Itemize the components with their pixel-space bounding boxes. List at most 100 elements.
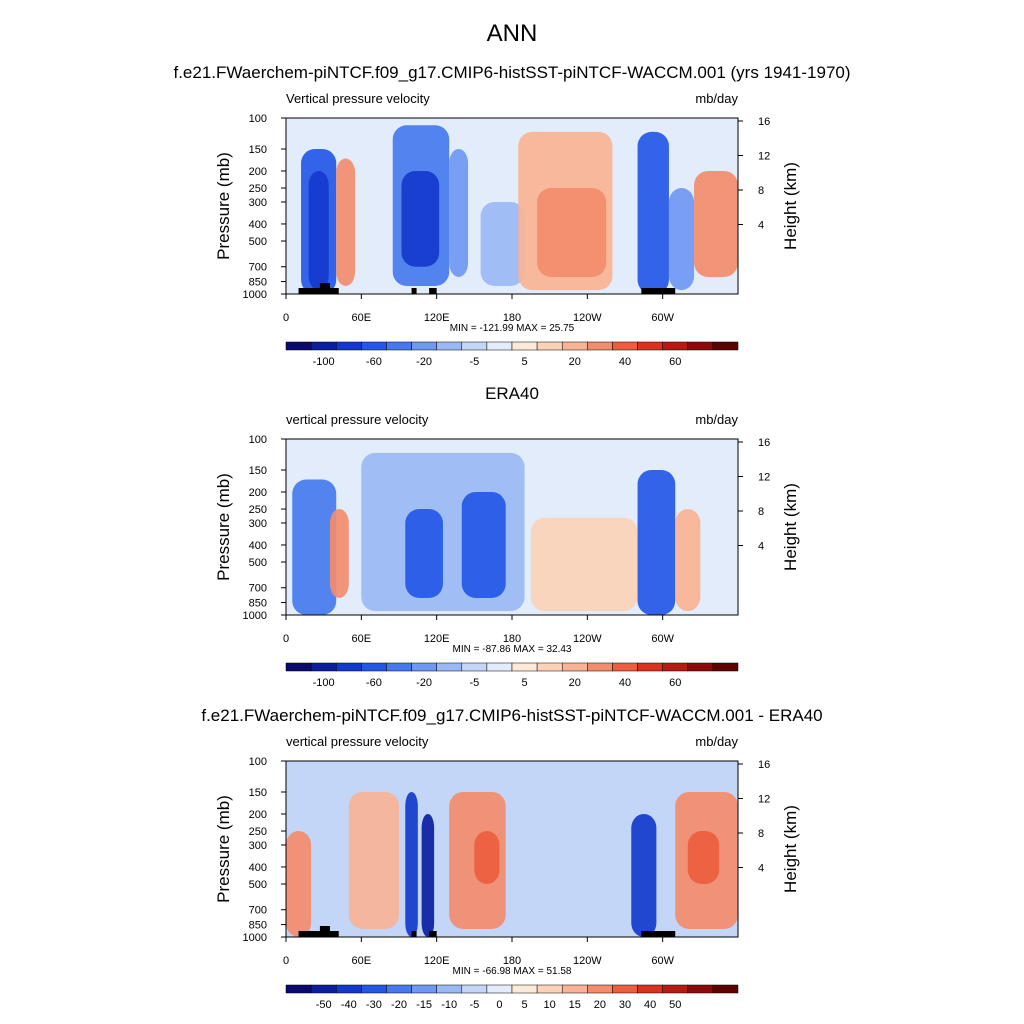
colorbar-swatch	[335, 662, 362, 672]
colorbar-label: 40	[619, 356, 631, 368]
y-axis-label: Pressure (mb)	[214, 152, 233, 260]
main-title: ANN	[486, 20, 538, 47]
colorbar-swatch	[461, 662, 488, 672]
colorbar-label: 10	[544, 999, 556, 1011]
field-region	[405, 791, 418, 937]
y-tick-label: 1000	[243, 932, 267, 944]
colorbar-label: -100	[313, 677, 335, 689]
panel-3-title: f.e21.FWaerchem-piNTCF.f09_g17.CMIP6-his…	[201, 706, 823, 725]
x-tick-label: 120W	[573, 955, 602, 967]
colorbar-swatch	[561, 341, 588, 351]
colorbar-swatch	[310, 341, 337, 351]
colorbar-swatch	[536, 984, 563, 994]
colorbar-label: 20	[569, 677, 581, 689]
colorbar-swatch	[486, 984, 513, 994]
x-tick-label: 0	[283, 955, 289, 967]
y-tick-label: 200	[249, 166, 267, 178]
colorbar-swatch	[361, 341, 387, 351]
colorbar-swatch	[486, 662, 513, 672]
colorbar-label: -5	[469, 356, 479, 368]
colorbar-label: 40	[644, 999, 656, 1011]
field-region	[461, 491, 506, 598]
colorbar-swatch	[285, 341, 312, 351]
colorbar-swatch	[436, 341, 463, 351]
colorbar-swatch	[511, 341, 538, 351]
colorbar-swatch	[637, 341, 663, 351]
x-tick-label: 60E	[352, 312, 372, 324]
y-axis-label: Pressure (mb)	[214, 795, 233, 903]
colorbar-label: -40	[341, 999, 357, 1011]
y-axis-label: Pressure (mb)	[214, 473, 233, 581]
colorbar-swatch	[561, 662, 588, 672]
y2-tick-label: 16	[758, 759, 770, 771]
colorbar-label: -100	[313, 356, 335, 368]
x-tick-label: 60W	[651, 633, 674, 645]
x-tick-label: 60W	[651, 312, 674, 324]
colorbar-swatch	[335, 984, 362, 994]
y2-tick-label: 8	[758, 828, 764, 840]
units-label: mb/day	[695, 91, 738, 106]
field-region	[687, 831, 720, 885]
y2-tick-label: 12	[758, 151, 770, 163]
field-region	[668, 188, 695, 291]
y-tick-label: 100	[249, 434, 267, 446]
field-region	[474, 831, 500, 885]
colorbar-swatch	[536, 662, 563, 672]
min-max-stats: MIN = -66.98 MAX = 51.58	[453, 966, 572, 977]
y-tick-label: 300	[249, 518, 267, 530]
y-tick-label: 150	[249, 787, 267, 799]
colorbar-label: -5	[469, 999, 479, 1011]
x-tick-label: 60W	[651, 955, 674, 967]
colorbar-swatch	[411, 984, 437, 994]
colorbar-label: -5	[469, 677, 479, 689]
x-tick-label: 0	[283, 633, 289, 645]
colorbar-swatch	[536, 341, 563, 351]
topography-block	[641, 288, 676, 294]
colorbar-swatch	[662, 662, 689, 672]
min-max-stats: MIN = -87.86 MAX = 32.43	[453, 644, 572, 655]
x-tick-label: 0	[283, 312, 289, 324]
topography-block	[429, 931, 437, 937]
y-tick-label: 200	[249, 487, 267, 499]
x-tick-label: 120E	[424, 633, 450, 645]
colorbar-label: 20	[594, 999, 606, 1011]
y-tick-label: 300	[249, 197, 267, 209]
y-tick-label: 850	[249, 920, 267, 932]
colorbar-swatch	[310, 984, 337, 994]
x-tick-label: 180	[503, 633, 521, 645]
x-tick-label: 180	[503, 955, 521, 967]
panel-2-title: ERA40	[485, 384, 539, 403]
colorbar-swatch	[386, 341, 412, 351]
y-tick-label: 1000	[243, 289, 267, 301]
colorbar-label: 5	[521, 999, 527, 1011]
colorbar-swatch	[587, 984, 613, 994]
x-tick-label: 120E	[424, 955, 450, 967]
y-tick-label: 400	[249, 540, 267, 552]
colorbar: -50 -40 -30 -20 -15 -10 -5 0 5 10 15 20 30 40 50	[285, 984, 739, 1011]
colorbar-label: -20	[416, 356, 432, 368]
colorbar-swatch	[310, 662, 337, 672]
colorbar-label: -50	[316, 999, 332, 1011]
colorbar-label: 50	[669, 999, 681, 1011]
topography-block	[298, 931, 339, 937]
colorbar: -100 -60 -20 -5 5 20 40 60	[285, 662, 739, 689]
colorbar-swatch	[687, 662, 714, 672]
y-tick-label: 700	[249, 905, 267, 917]
colorbar-label: 20	[569, 356, 581, 368]
topography-block	[429, 288, 437, 294]
y2-tick-label: 16	[758, 116, 770, 128]
topography-block	[641, 931, 676, 937]
field-region	[675, 509, 701, 612]
colorbar-swatch	[285, 984, 312, 994]
field-name-label: Vertical pressure velocity	[286, 91, 430, 106]
x-tick-label: 180	[503, 312, 521, 324]
field-region	[480, 201, 525, 286]
colorbar-swatch	[712, 341, 739, 351]
y-tick-label: 300	[249, 840, 267, 852]
min-max-stats: MIN = -121.99 MAX = 25.75	[450, 323, 575, 334]
colorbar-swatch	[335, 341, 362, 351]
colorbar-swatch	[687, 341, 714, 351]
colorbar-swatch	[637, 984, 663, 994]
